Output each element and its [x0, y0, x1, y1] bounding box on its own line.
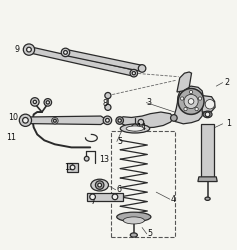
Circle shape — [23, 44, 35, 55]
Ellipse shape — [123, 217, 144, 224]
Circle shape — [178, 88, 204, 115]
Circle shape — [33, 100, 36, 103]
Circle shape — [105, 104, 111, 110]
Text: 6: 6 — [116, 185, 121, 194]
Circle shape — [171, 115, 177, 121]
Circle shape — [103, 116, 112, 124]
Ellipse shape — [91, 179, 109, 191]
Circle shape — [70, 165, 75, 170]
Circle shape — [198, 97, 202, 100]
Circle shape — [46, 101, 50, 104]
Circle shape — [27, 47, 31, 52]
Circle shape — [54, 119, 56, 122]
Text: 7: 7 — [90, 197, 95, 206]
Circle shape — [116, 117, 123, 124]
Ellipse shape — [126, 126, 144, 131]
Text: 2: 2 — [224, 78, 230, 87]
Text: 13: 13 — [100, 155, 110, 164]
Circle shape — [112, 194, 118, 200]
Polygon shape — [177, 72, 191, 92]
Circle shape — [205, 100, 215, 109]
Circle shape — [44, 98, 52, 106]
Circle shape — [98, 183, 101, 187]
Polygon shape — [28, 116, 107, 124]
Circle shape — [84, 156, 89, 161]
Ellipse shape — [205, 197, 210, 200]
Ellipse shape — [120, 124, 150, 133]
Polygon shape — [201, 124, 214, 180]
Polygon shape — [67, 163, 78, 172]
Polygon shape — [87, 192, 123, 201]
Text: 4: 4 — [170, 195, 175, 204]
Circle shape — [132, 124, 138, 131]
Polygon shape — [120, 112, 174, 128]
Text: 9: 9 — [14, 45, 19, 54]
Circle shape — [188, 98, 194, 104]
Text: 12: 12 — [64, 163, 74, 172]
Text: 14: 14 — [136, 123, 146, 132]
Ellipse shape — [203, 111, 212, 118]
Circle shape — [184, 108, 187, 111]
Text: 10: 10 — [8, 114, 18, 122]
Polygon shape — [198, 177, 217, 182]
Text: 5: 5 — [117, 137, 123, 146]
Circle shape — [130, 70, 138, 77]
Ellipse shape — [130, 233, 137, 237]
Circle shape — [118, 119, 121, 122]
Circle shape — [138, 119, 144, 125]
Circle shape — [138, 65, 146, 72]
Circle shape — [205, 112, 210, 117]
Polygon shape — [28, 46, 134, 76]
Polygon shape — [65, 50, 143, 72]
Circle shape — [189, 90, 193, 94]
Polygon shape — [175, 86, 203, 124]
Ellipse shape — [117, 212, 151, 222]
Text: 5: 5 — [147, 229, 152, 238]
Circle shape — [96, 181, 104, 189]
Circle shape — [184, 94, 198, 108]
Circle shape — [61, 48, 70, 57]
Circle shape — [180, 97, 184, 100]
Text: 3: 3 — [147, 98, 152, 107]
Circle shape — [105, 118, 109, 122]
Text: 1: 1 — [226, 119, 231, 128]
Polygon shape — [202, 96, 215, 112]
Circle shape — [31, 98, 39, 106]
Circle shape — [195, 108, 198, 111]
Circle shape — [64, 50, 67, 54]
Circle shape — [105, 92, 111, 98]
Text: 8: 8 — [102, 99, 107, 108]
Circle shape — [52, 118, 58, 124]
Text: 11: 11 — [7, 134, 17, 142]
Circle shape — [23, 118, 28, 123]
Circle shape — [90, 194, 96, 200]
Circle shape — [132, 72, 136, 75]
Circle shape — [19, 114, 32, 126]
